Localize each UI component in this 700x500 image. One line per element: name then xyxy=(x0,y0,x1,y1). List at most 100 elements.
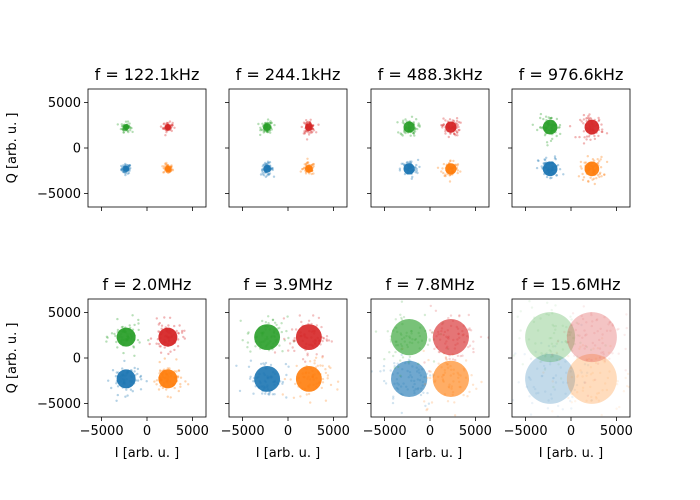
data-point xyxy=(598,172,601,176)
data-point xyxy=(600,130,603,133)
data-point xyxy=(161,165,164,168)
data-point xyxy=(456,134,459,137)
data-point xyxy=(579,165,582,168)
data-point xyxy=(293,339,297,342)
data-point xyxy=(407,166,411,169)
data-point xyxy=(321,377,325,381)
data-point xyxy=(449,314,453,317)
data-point xyxy=(591,128,595,131)
data-point xyxy=(501,347,503,349)
data-point xyxy=(440,327,444,330)
data-point xyxy=(574,136,577,139)
panel-2: f = 244.1kHz xyxy=(225,65,348,211)
data-point xyxy=(176,375,180,378)
data-point xyxy=(589,116,592,120)
data-point xyxy=(310,163,314,167)
data-point xyxy=(167,376,170,379)
data-point xyxy=(412,123,416,126)
data-point xyxy=(466,335,469,338)
data-point xyxy=(392,354,395,358)
data-point xyxy=(557,404,560,408)
data-point xyxy=(266,164,269,168)
data-point xyxy=(273,334,276,338)
data-point xyxy=(165,372,168,376)
data-point xyxy=(179,382,182,386)
data-point xyxy=(123,124,126,127)
data-point xyxy=(165,131,168,134)
y-tick-label: 5000 xyxy=(48,306,81,321)
data-point xyxy=(403,167,406,170)
data-point xyxy=(442,171,445,175)
data-point xyxy=(121,128,125,131)
data-point xyxy=(110,332,114,335)
data-point xyxy=(409,121,413,125)
cluster-4 xyxy=(440,117,462,139)
data-point xyxy=(309,165,313,169)
data-point xyxy=(311,374,315,377)
data-point xyxy=(426,376,429,379)
data-point xyxy=(309,131,312,134)
data-point xyxy=(550,169,554,172)
data-point xyxy=(127,168,130,171)
data-point xyxy=(179,376,183,379)
data-point xyxy=(600,413,603,417)
data-point xyxy=(257,385,261,389)
data-point xyxy=(139,375,142,379)
data-point xyxy=(547,128,551,131)
data-point xyxy=(257,122,260,126)
data-point xyxy=(407,121,410,124)
data-point xyxy=(157,342,160,346)
data-point xyxy=(317,342,321,345)
data-point xyxy=(315,385,318,389)
data-point xyxy=(399,385,403,388)
data-point xyxy=(120,380,123,383)
data-point xyxy=(312,165,315,168)
data-point xyxy=(167,128,171,131)
data-point xyxy=(125,124,128,127)
data-point xyxy=(126,126,129,129)
data-point xyxy=(267,342,270,345)
data-point xyxy=(427,402,431,405)
data-point xyxy=(123,379,126,382)
data-point xyxy=(292,340,296,343)
data-point xyxy=(416,171,419,175)
data-point xyxy=(114,334,117,338)
data-point xyxy=(591,158,595,161)
panel-title: f = 15.6MHz xyxy=(521,275,620,294)
data-point xyxy=(122,170,126,173)
x-tick-label: 0 xyxy=(567,424,575,439)
data-point xyxy=(580,167,583,170)
data-point xyxy=(165,123,168,126)
data-point xyxy=(259,341,262,344)
data-point xyxy=(322,336,325,340)
data-point xyxy=(451,170,454,173)
data-point xyxy=(605,160,609,164)
data-point xyxy=(448,180,452,183)
data-point xyxy=(544,355,547,358)
data-point xyxy=(130,369,133,372)
data-point xyxy=(161,126,165,130)
data-point xyxy=(116,336,119,340)
data-point xyxy=(454,163,458,166)
data-point xyxy=(453,127,457,131)
data-point xyxy=(291,346,294,349)
axes-frame xyxy=(87,298,207,418)
data-point xyxy=(122,369,125,373)
data-point xyxy=(170,165,173,168)
data-point xyxy=(583,136,586,139)
data-point xyxy=(124,375,127,378)
data-point xyxy=(166,170,169,173)
data-point xyxy=(451,393,454,397)
data-point xyxy=(124,168,127,172)
data-point xyxy=(303,366,306,369)
x-tick-label: 0 xyxy=(284,424,292,439)
data-point xyxy=(554,328,557,331)
data-point xyxy=(403,163,406,166)
data-point xyxy=(442,117,445,120)
data-point xyxy=(265,343,269,347)
data-point xyxy=(306,125,309,128)
data-point xyxy=(169,166,173,169)
data-point xyxy=(600,155,603,159)
data-point xyxy=(401,322,404,326)
data-point xyxy=(124,126,127,130)
